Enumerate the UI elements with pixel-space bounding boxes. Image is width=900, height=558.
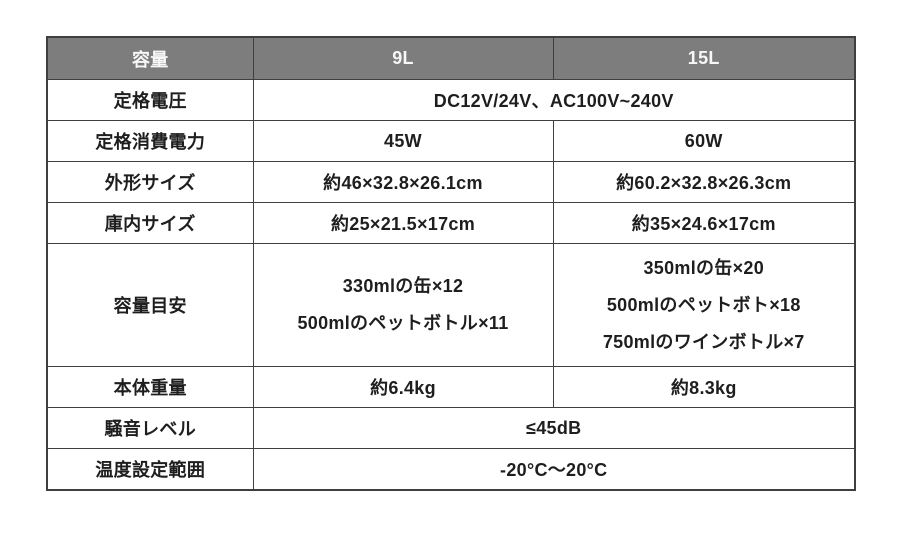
rated-power-9l: 45W: [252, 120, 554, 162]
noise-level-value: ≤45dB: [252, 407, 856, 449]
row-capacity-guide: 容量目安 330mlの缶×12 500mlのペットボトル×11 350mlの缶×…: [46, 243, 856, 367]
row-temp-range: 温度設定範囲 -20°C〜20°C: [46, 448, 856, 491]
spec-table: 容量 9L 15L 定格電圧 DC12V/24V、AC100V~240V 定格消…: [46, 36, 856, 491]
capacity-guide-label: 容量目安: [46, 243, 254, 367]
capacity-guide-15l-line2: 500mlのペットボト×18: [606, 294, 801, 315]
body-weight-15l: 約8.3kg: [552, 366, 856, 408]
header-9l: 9L: [252, 36, 554, 80]
header-capacity-label: 容量: [46, 36, 254, 80]
external-size-15l: 約60.2×32.8×26.3cm: [552, 161, 856, 203]
temp-range-value: -20°C〜20°C: [252, 448, 856, 491]
capacity-guide-15l: 350mlの缶×20 500mlのペットボト×18 750mlのワインボトル×7: [552, 243, 856, 367]
spec-table-container: 容量 9L 15L 定格電圧 DC12V/24V、AC100V~240V 定格消…: [46, 36, 856, 491]
capacity-guide-9l-line1: 330mlの缶×12: [342, 276, 464, 296]
capacity-guide-9l-line2: 500mlのペットボトル×11: [297, 313, 509, 333]
rated-power-15l: 60W: [552, 120, 856, 162]
rated-power-label: 定格消費電力: [46, 120, 254, 162]
body-weight-label: 本体重量: [46, 366, 254, 408]
row-noise-level: 騒音レベル ≤45dB: [46, 407, 856, 449]
table-header-row: 容量 9L 15L: [46, 36, 856, 80]
temp-range-label: 温度設定範囲: [46, 448, 254, 491]
row-external-size: 外形サイズ 約46×32.8×26.1cm 約60.2×32.8×26.3cm: [46, 161, 856, 203]
rated-voltage-label: 定格電圧: [46, 79, 254, 121]
row-rated-voltage: 定格電圧 DC12V/24V、AC100V~240V: [46, 79, 856, 121]
capacity-guide-15l-line1: 350mlの缶×20: [643, 257, 765, 278]
row-internal-size: 庫内サイズ 約25×21.5×17cm 約35×24.6×17cm: [46, 202, 856, 244]
body-weight-9l: 約6.4kg: [252, 366, 554, 408]
internal-size-9l: 約25×21.5×17cm: [252, 202, 554, 244]
internal-size-label: 庫内サイズ: [46, 202, 254, 244]
noise-level-label: 騒音レベル: [46, 407, 254, 449]
capacity-guide-15l-line3: 750mlのワインボトル×7: [602, 331, 805, 352]
capacity-guide-9l: 330mlの缶×12 500mlのペットボトル×11: [252, 243, 554, 367]
row-body-weight: 本体重量 約6.4kg 約8.3kg: [46, 366, 856, 408]
external-size-label: 外形サイズ: [46, 161, 254, 203]
row-rated-power: 定格消費電力 45W 60W: [46, 120, 856, 162]
internal-size-15l: 約35×24.6×17cm: [552, 202, 856, 244]
rated-voltage-value: DC12V/24V、AC100V~240V: [252, 79, 856, 121]
header-15l: 15L: [552, 36, 856, 80]
external-size-9l: 約46×32.8×26.1cm: [252, 161, 554, 203]
